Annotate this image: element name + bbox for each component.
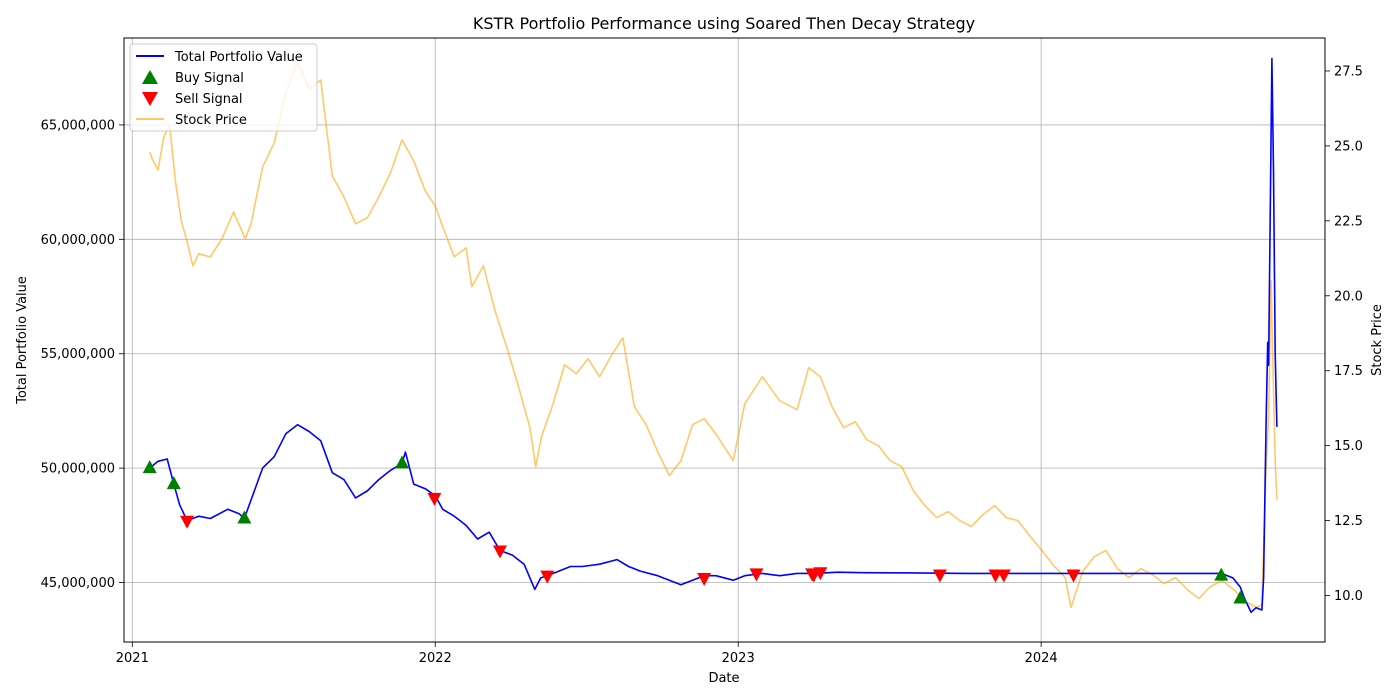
- legend-portfolio-label: Total Portfolio Value: [174, 50, 303, 65]
- chart-title: KSTR Portfolio Performance using Soared …: [473, 14, 975, 33]
- y-axis-left: 45,000,000 50,000,000 55,000,000 60,000,000…: [41, 118, 124, 591]
- y-tick-label: 65,000,000: [41, 118, 115, 133]
- y-tick-label: 55,000,000: [41, 347, 115, 362]
- y2-tick-label: 17.5: [1334, 364, 1363, 379]
- portfolio-value-series: [149, 57, 1278, 614]
- legend-price-label: Stock Price: [175, 113, 247, 128]
- y2-tick-label: 10.0: [1334, 589, 1363, 604]
- x-tick-label: 2021: [116, 651, 149, 666]
- sell-signal-marker: [180, 515, 195, 529]
- buy-signal-marker: [395, 455, 410, 469]
- x-tick-label: 2023: [722, 651, 755, 666]
- buy-signal-marker: [1214, 567, 1229, 581]
- legend-sell-swatch: [142, 92, 158, 106]
- legend-buy-swatch: [142, 70, 158, 84]
- y2-tick-label: 22.5: [1334, 214, 1363, 229]
- sell-signal-marker: [813, 567, 828, 581]
- sell-signal-marker: [996, 569, 1011, 583]
- sell-signal-marker: [932, 569, 947, 583]
- y2-tick-label: 15.0: [1334, 439, 1363, 454]
- y2-tick-label: 20.0: [1334, 289, 1363, 304]
- x-axis: 2021 2022 2023 2024: [116, 642, 1058, 666]
- legend: Total Portfolio Value Buy Signal Sell Si…: [129, 43, 318, 132]
- y-tick-label: 45,000,000: [41, 576, 115, 591]
- sell-signal-marker: [540, 570, 555, 584]
- sell-signal-marker: [427, 492, 442, 506]
- portfolio-value-line: [149, 57, 1278, 614]
- sell-signal-marker: [1066, 569, 1081, 583]
- grid: [124, 38, 1325, 642]
- signal-markers: [142, 455, 1248, 604]
- y2-tick-label: 12.5: [1334, 514, 1363, 529]
- legend-sell-label: Sell Signal: [175, 92, 243, 107]
- y2-tick-label: 25.0: [1334, 139, 1363, 154]
- y2-axis-label: Stock Price: [1370, 304, 1385, 376]
- y-axis-label: Total Portfolio Value: [15, 276, 30, 405]
- sell-signal-marker: [749, 568, 764, 582]
- y2-tick-label: 27.5: [1334, 64, 1363, 79]
- buy-signal-marker: [166, 476, 181, 490]
- y-tick-label: 50,000,000: [41, 462, 115, 477]
- x-tick-label: 2022: [419, 651, 452, 666]
- x-tick-label: 2024: [1025, 651, 1058, 666]
- x-axis-label: Date: [708, 671, 739, 686]
- buy-signal-marker: [142, 460, 157, 474]
- plot-frame: [123, 37, 1326, 643]
- y-tick-label: 60,000,000: [41, 233, 115, 248]
- buy-signal-marker: [237, 510, 252, 524]
- legend-buy-label: Buy Signal: [175, 71, 244, 86]
- buy-signal-marker: [1233, 590, 1248, 604]
- legend-box: [129, 43, 318, 132]
- sell-signal-marker: [697, 572, 712, 586]
- sell-signal-marker: [492, 545, 507, 559]
- y-axis-right: 10.0 12.5 15.0 17.5 20.0 22.5 25.0 27.5: [1325, 64, 1363, 604]
